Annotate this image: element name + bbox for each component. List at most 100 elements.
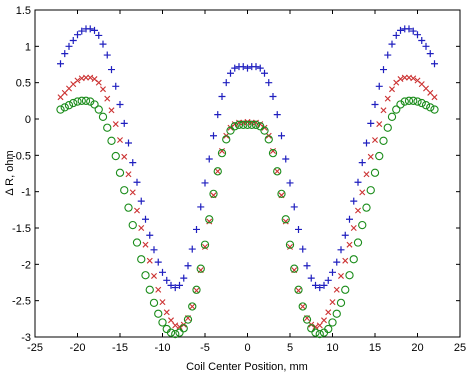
circle-point <box>404 96 414 105</box>
plus-point <box>125 139 132 147</box>
y-tick-label: 0.5 <box>16 78 31 90</box>
circle-point <box>307 324 316 333</box>
plus-point <box>214 111 222 119</box>
plus-point <box>205 155 213 163</box>
plus-point <box>137 197 145 205</box>
circle-point <box>222 135 231 144</box>
x-point <box>146 257 153 264</box>
plus-point <box>273 111 281 119</box>
y-tick-label: -3 <box>21 332 31 344</box>
x-point <box>355 207 361 214</box>
plus-point <box>86 25 94 33</box>
circle-point <box>154 309 163 318</box>
plus-point <box>409 27 417 35</box>
circle-point <box>387 112 397 121</box>
x-point <box>129 189 136 196</box>
plus-point <box>78 27 86 35</box>
plus-point <box>418 37 426 45</box>
series-plus <box>57 25 438 292</box>
circle-point <box>115 168 125 177</box>
circle-point <box>302 315 312 324</box>
x-point <box>333 286 340 293</box>
circle-point <box>413 97 422 106</box>
plus-point <box>367 119 375 127</box>
plus-point <box>167 281 175 289</box>
plus-point <box>290 203 298 211</box>
x-point <box>287 243 293 250</box>
plot-area <box>34 9 461 338</box>
plus-point <box>337 246 345 254</box>
plus-point <box>282 155 290 163</box>
x-point <box>431 94 438 101</box>
plus-point <box>74 31 81 39</box>
circle-point <box>396 100 405 109</box>
x-axis-title: Coil Center Position, mm <box>186 361 308 373</box>
circle-point <box>94 105 103 114</box>
circle-point <box>200 240 210 249</box>
circle-point <box>409 96 418 105</box>
circle-point <box>188 302 197 311</box>
circle-point <box>341 285 350 294</box>
x-point <box>329 299 336 306</box>
x-point <box>299 303 306 310</box>
x-point <box>151 272 157 279</box>
series-marks <box>56 25 439 339</box>
plus-point <box>201 179 209 187</box>
circle-point <box>111 151 120 161</box>
circle-point <box>353 238 363 247</box>
x-point <box>206 218 213 225</box>
plus-point <box>358 159 366 167</box>
plus-point <box>188 245 196 253</box>
x-point <box>384 95 391 102</box>
x-tick-label: 20 <box>411 342 423 354</box>
plus-point <box>299 245 307 253</box>
plus-point <box>354 178 362 186</box>
series-circle <box>56 96 439 339</box>
circle-point <box>64 101 74 110</box>
x-point <box>189 303 196 310</box>
x-point <box>121 153 128 160</box>
circle-point <box>179 324 188 333</box>
plus-point <box>95 31 103 39</box>
circle-point <box>234 120 244 129</box>
y-tick-label: -0.5 <box>12 150 31 162</box>
circle-point <box>217 149 227 158</box>
x-point <box>159 299 166 306</box>
plus-point <box>316 284 324 292</box>
circle-point <box>358 220 367 230</box>
x-point <box>100 86 106 93</box>
plus-point <box>57 60 64 68</box>
x-point <box>274 168 281 175</box>
circle-point <box>362 203 371 212</box>
circle-point <box>243 120 252 129</box>
circle-point <box>120 186 129 195</box>
plus-point <box>222 79 230 87</box>
circle-point <box>230 122 239 131</box>
plus-point <box>261 69 268 77</box>
x-point <box>134 207 140 214</box>
circle-point <box>324 324 333 334</box>
plus-point <box>99 40 107 48</box>
plus-point <box>210 132 217 140</box>
plus-point <box>388 40 396 48</box>
plus-point <box>341 231 349 239</box>
x-point <box>172 322 179 329</box>
circle-point <box>73 97 82 106</box>
x-point <box>112 121 119 128</box>
plus-point <box>133 178 141 186</box>
circle-point <box>124 203 133 212</box>
y-tick-label: 0 <box>25 114 31 126</box>
plus-point <box>184 262 192 270</box>
y-tick-label: -1.5 <box>12 223 31 235</box>
plus-point <box>231 64 239 72</box>
circle-point <box>128 220 137 230</box>
circle-point <box>379 136 388 145</box>
circle-point <box>171 329 180 339</box>
circle-point <box>260 126 269 135</box>
x-point <box>295 287 302 294</box>
plus-point <box>103 51 111 59</box>
x-point <box>389 86 395 93</box>
circle-point <box>103 123 112 132</box>
x-point <box>321 317 327 324</box>
